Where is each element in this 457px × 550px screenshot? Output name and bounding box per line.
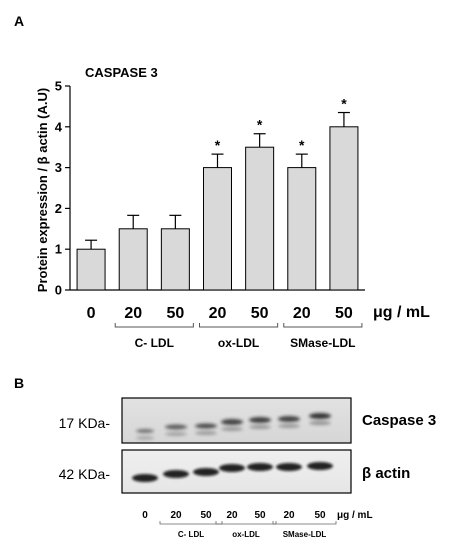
blot-lane-label: 20 <box>170 510 182 521</box>
blot-group-bracket <box>159 521 223 525</box>
group-label: C- LDL <box>135 336 174 350</box>
x-axis-unit: μg / mL <box>373 304 430 321</box>
band <box>247 463 273 471</box>
y-tick-label: 2 <box>55 201 62 216</box>
group-bracket <box>114 323 194 328</box>
mw-marker-17: 17 KDa- <box>59 415 111 431</box>
band <box>307 462 333 470</box>
panel-label-a: A <box>14 13 24 29</box>
group-bracket <box>199 323 279 328</box>
beta-actin-bands <box>132 462 333 482</box>
band <box>165 432 187 436</box>
band <box>276 463 302 471</box>
band <box>309 421 331 425</box>
group-bracket <box>283 323 363 328</box>
significance-marker: * <box>215 137 221 153</box>
x-tick-label: 50 <box>335 305 353 322</box>
y-tick-label: 3 <box>55 160 62 175</box>
significance-marker: * <box>341 96 347 112</box>
bar <box>287 167 317 291</box>
y-tick-label: 4 <box>55 119 63 134</box>
band <box>193 468 219 476</box>
bar <box>160 228 190 291</box>
band <box>278 416 300 422</box>
x-tick-label: 20 <box>209 305 227 322</box>
band <box>136 429 154 433</box>
band <box>132 474 158 482</box>
blot-lane-label: 20 <box>226 510 238 521</box>
x-tick-label: 50 <box>166 305 184 322</box>
band <box>221 419 243 425</box>
y-tick-label: 5 <box>55 79 62 94</box>
band <box>249 417 271 423</box>
band <box>165 424 187 430</box>
caspase3-bands <box>136 413 331 440</box>
band <box>195 423 217 429</box>
bar <box>76 248 106 291</box>
band <box>249 425 271 429</box>
band <box>221 427 243 431</box>
x-tick-label: 0 <box>87 305 96 322</box>
bar <box>118 228 148 291</box>
band <box>219 464 245 472</box>
bar <box>203 167 232 291</box>
y-axis-label: Protein expression / β actin (A.U) <box>35 88 50 292</box>
blot-lane-label: 50 <box>200 510 212 521</box>
blot-label-caspase3: Caspase 3 <box>362 412 436 429</box>
blot-lane-labels: 0 20 50 20 50 20 50 C- LDL ox-LDL SMase-LDL <box>142 510 337 539</box>
chart-title: CASPASE 3 <box>85 65 158 80</box>
band <box>278 424 300 428</box>
blot-lane-label: 50 <box>254 510 266 521</box>
blot-lane-label: 0 <box>142 510 148 521</box>
y-tick-label: 0 <box>55 283 62 298</box>
band <box>195 431 217 435</box>
blot-group-label: SMase-LDL <box>283 530 327 539</box>
blot-label-beta-actin: β actin <box>362 465 410 482</box>
blot-group-label: C- LDL <box>178 530 204 539</box>
band <box>309 413 331 419</box>
blot-group-bracket <box>215 521 277 525</box>
x-tick-label: 50 <box>251 305 269 322</box>
blot-lane-label: 20 <box>283 510 295 521</box>
significance-marker: * <box>257 117 263 133</box>
band <box>136 436 154 440</box>
group-label: ox-LDL <box>218 336 259 350</box>
mw-marker-42: 42 KDa- <box>59 466 111 482</box>
blot-lane-label: 50 <box>314 510 326 521</box>
y-tick-label: 1 <box>55 242 62 257</box>
blot-group-label: ox-LDL <box>232 530 260 539</box>
blot-group-bracket <box>272 521 337 525</box>
x-tick-label: 20 <box>124 305 142 322</box>
band <box>163 470 189 478</box>
x-tick-label: 20 <box>293 305 311 322</box>
group-label: SMase-LDL <box>290 336 355 350</box>
bar <box>245 146 275 291</box>
significance-marker: * <box>299 137 305 153</box>
blot-unit-label: μg / mL <box>337 510 373 521</box>
bar <box>329 126 359 291</box>
panel-label-b: B <box>14 375 24 391</box>
